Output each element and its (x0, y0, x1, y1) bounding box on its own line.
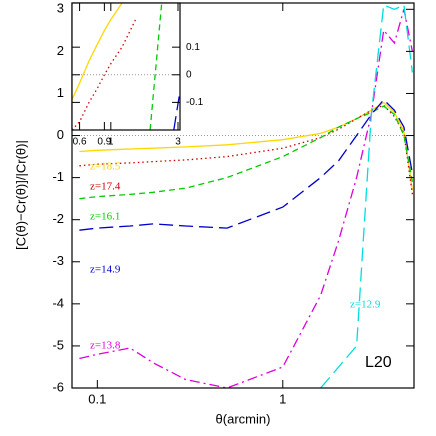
inset: 0.6 0.91 3 0.1 0 -0.1 (71, 2, 204, 148)
y-tick-label: 0 (186, 69, 192, 80)
series-line (79, 98, 414, 231)
y-tick-label: 2 (57, 43, 64, 58)
x-tick-label: 3 (175, 137, 181, 148)
y-tick-label: -2 (52, 211, 64, 226)
frame (71, 2, 415, 389)
series-line (79, 101, 414, 191)
series-line (79, 105, 414, 200)
x-tick-label: 0.6 (73, 137, 87, 148)
y-tick-label: -5 (52, 337, 64, 352)
series-line (320, 4, 414, 388)
series-label: z=14.9 (90, 264, 121, 276)
series-line (149, 3, 163, 130)
x-tick-label: 0.1 (88, 391, 106, 406)
series-line (173, 91, 180, 130)
y-tick-label: -6 (52, 379, 64, 394)
y-tick-label: 0 (57, 127, 64, 142)
x-axis-label: θ(arcmin) (216, 411, 271, 426)
series-label: z=16.1 (90, 211, 120, 223)
y-tick-label: -0.1 (186, 97, 204, 108)
y-axis-label: [C(θ)−Cr(θ)]/|Cr(θ)| (13, 140, 28, 250)
y-tick-label: 0.1 (186, 42, 200, 53)
y-tick-label: -1 (52, 169, 64, 184)
plot-area (72, 3, 180, 130)
series-line (72, 19, 137, 130)
inset-background (72, 3, 180, 130)
x-tick-label: 0.9 (97, 137, 111, 148)
y-tick-label: 1 (57, 85, 64, 100)
y-tick-label: 3 (57, 1, 64, 16)
frame (71, 2, 181, 131)
series-line (79, 9, 414, 388)
series-label: z=13.8 (90, 340, 121, 352)
plot-area (79, 4, 414, 388)
x-tick-label: 1 (279, 391, 286, 406)
series-label: z=12.9 (350, 299, 381, 311)
series-line (72, 3, 123, 100)
series-label: z=18.5 (90, 161, 121, 173)
panel-label: L20 (365, 354, 392, 371)
y-tick-label: -3 (52, 253, 64, 268)
y-tick-label: -4 (52, 295, 64, 310)
x-tick-label: 1 (108, 137, 114, 148)
main-plot: z=18.5 z=17.4 z=16.1 z=14.9 z=13.8 z=12.9 0.1 1… (52, 1, 415, 406)
series-label: z=17.4 (90, 181, 121, 193)
